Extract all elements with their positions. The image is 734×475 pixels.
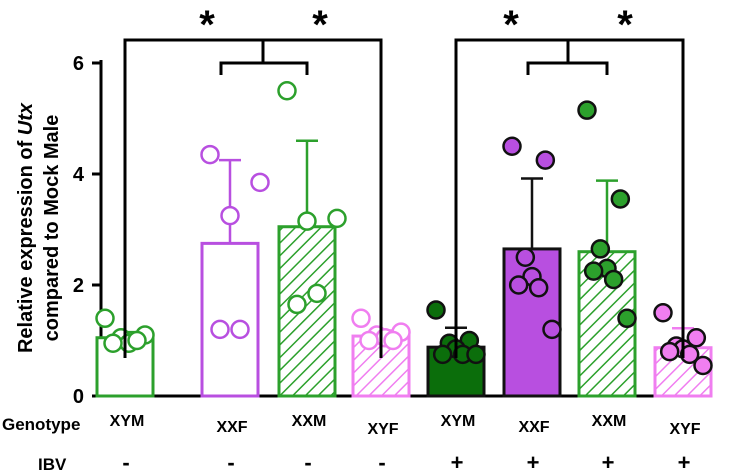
ibv-label: + — [527, 450, 540, 475]
outer-bracket-left — [123, 38, 383, 358]
ibv-label: + — [451, 450, 464, 475]
genotype-row-title: Genotype — [2, 415, 80, 434]
data-point — [535, 150, 556, 170]
y-tick-label: 4 — [73, 164, 85, 186]
data-point — [327, 208, 347, 229]
data-point — [577, 100, 597, 120]
genotype-label: XYF — [367, 421, 398, 438]
data-point — [230, 319, 250, 340]
genotype-label: XXF — [216, 419, 247, 436]
x-category-labels: XYM - XXF - XXM - XYF - XYM + XXF + XXM + XYF + — [110, 413, 701, 475]
data-point — [351, 308, 371, 329]
data-point — [250, 172, 270, 193]
bar — [200, 241, 260, 398]
ibv-label: - — [378, 450, 385, 475]
significance-asterisk: * — [503, 3, 519, 47]
genotype-label: XXM — [292, 413, 327, 430]
data-point — [686, 327, 707, 348]
data-point — [508, 275, 529, 295]
data-point — [297, 211, 317, 231]
ibv-label: - — [227, 450, 234, 475]
data-point — [287, 294, 307, 315]
y-axis-label-gene: Utx — [15, 102, 37, 135]
data-point — [277, 81, 297, 101]
significance-asterisk: * — [617, 3, 633, 47]
data-point — [603, 269, 624, 290]
data-point — [359, 330, 379, 351]
ibv-label: - — [122, 450, 129, 475]
data-point — [103, 333, 123, 354]
data-point — [583, 261, 604, 281]
y-ticks: 0 2 4 6 — [73, 53, 101, 408]
genotype-label: XYM — [110, 413, 145, 430]
ibv-row-title: IBV — [38, 455, 67, 474]
y-axis-label-line2: compared to Mock Male — [41, 115, 63, 342]
ibv-label: + — [602, 450, 615, 475]
genotype-label: XYM — [441, 413, 476, 430]
ibv-label: - — [304, 450, 311, 475]
data-point — [200, 144, 220, 165]
significance-asterisk: * — [199, 3, 215, 47]
y-tick-label: 2 — [73, 275, 84, 297]
data-point — [426, 300, 446, 320]
data-point — [383, 330, 403, 351]
data-point — [542, 319, 562, 340]
data-point — [307, 283, 327, 304]
data-point — [617, 308, 637, 329]
genotype-label: XXF — [518, 419, 549, 436]
data-point — [210, 319, 230, 340]
bars — [95, 225, 713, 398]
data-point — [432, 344, 453, 365]
y-tick-label: 6 — [73, 53, 84, 75]
y-axis-label-prefix: Relative expression of — [15, 135, 37, 353]
data-point — [659, 341, 680, 362]
data-point — [95, 308, 115, 329]
data-point — [466, 344, 486, 365]
significance-brackets: * * * * — [123, 3, 685, 358]
data-point — [515, 247, 536, 267]
genotype-label: XXM — [592, 413, 627, 430]
data-point — [502, 136, 522, 156]
inner-bracket-right — [526, 61, 609, 75]
data-point — [220, 205, 240, 226]
genotype-label: XYF — [669, 421, 700, 438]
data-point — [693, 355, 713, 376]
outer-bracket-right — [454, 38, 685, 358]
data-point — [653, 303, 673, 323]
data-point — [679, 344, 700, 365]
data-point — [528, 278, 549, 298]
y-tick-label: 0 — [73, 386, 84, 408]
y-axis-label-line1: Relative expression of Utx — [15, 102, 37, 353]
inner-bracket-left — [219, 61, 309, 75]
significance-asterisk: * — [312, 3, 328, 47]
ibv-label: + — [678, 450, 691, 475]
bar — [277, 225, 337, 398]
data-point — [590, 239, 611, 259]
data-point — [127, 330, 147, 351]
data-point — [610, 189, 631, 209]
